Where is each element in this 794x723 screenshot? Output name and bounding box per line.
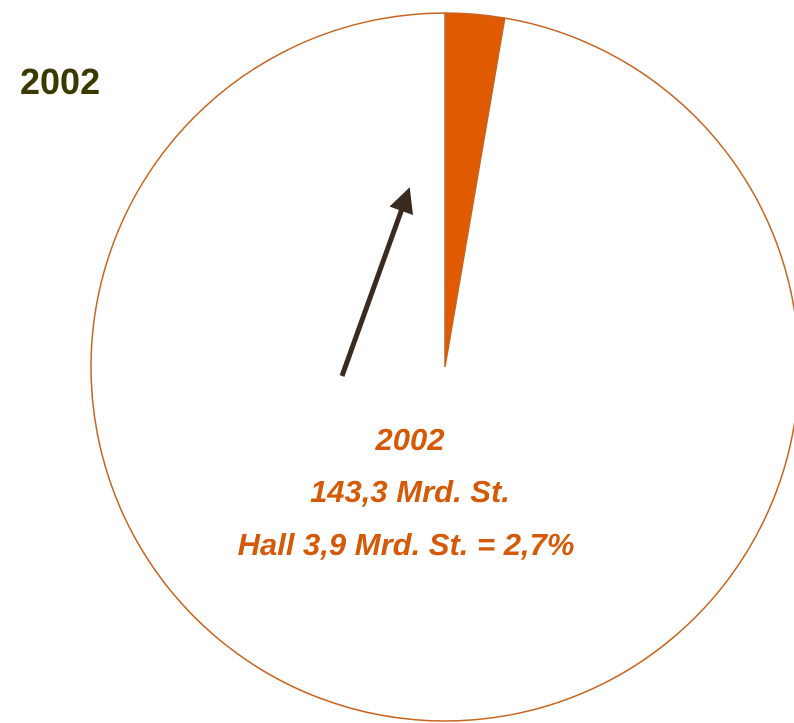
- pie: [90, 12, 794, 722]
- annotation: Hall 3,9 Mrd. St. = 2,7%: [238, 527, 575, 562]
- chart-title: 2002: [20, 61, 100, 102]
- annotation: 143,3 Mrd. St.: [310, 474, 510, 509]
- arrow: [339, 187, 414, 377]
- pie-slice: [90, 12, 794, 722]
- annotation: 2002: [375, 422, 445, 457]
